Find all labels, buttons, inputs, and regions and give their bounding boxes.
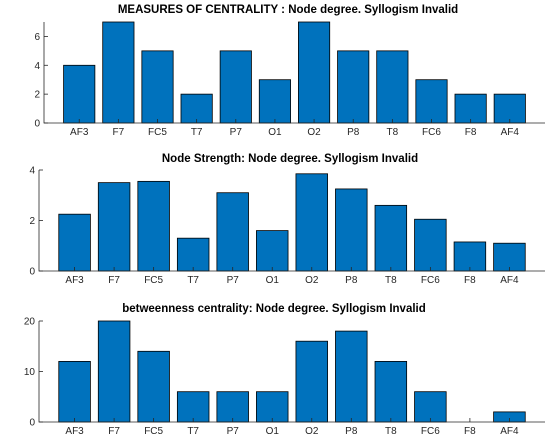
bar-t8 (374, 204, 408, 272)
x-tick-label: FC5 (144, 275, 163, 286)
y-tick-label: 6 (34, 32, 40, 43)
x-tick-label: F8 (464, 426, 476, 437)
bar-p8 (337, 50, 370, 124)
bar-fc5 (137, 180, 170, 272)
chart-panel-measures-of-centrality: MEASURES OF CENTRALITY : Node degree. Sy… (34, 4, 545, 138)
bar-af3 (58, 213, 91, 272)
bar-p7 (219, 50, 252, 124)
bar-o1 (256, 391, 289, 423)
x-tick-label: AF4 (500, 275, 519, 286)
x-tick-label: FC6 (421, 275, 440, 286)
bar-o2 (295, 173, 328, 272)
chart-panel-node-strength: Node Strength: Node degree. Syllogism In… (29, 153, 545, 286)
bar-fc6 (415, 79, 448, 124)
x-tick-label: P8 (345, 275, 358, 286)
y-tick-label: 0 (34, 119, 40, 130)
x-tick-label: P7 (230, 127, 243, 138)
x-tick-label: AF3 (65, 426, 84, 437)
x-tick-label: FC6 (422, 127, 441, 138)
bar-fc6 (414, 391, 447, 423)
x-tick-label: FC6 (421, 426, 440, 437)
x-tick-label: FC5 (148, 127, 167, 138)
bar-af4 (493, 242, 526, 272)
bar-o2 (295, 340, 328, 423)
bar-fc5 (141, 50, 174, 124)
x-tick-label: FC5 (144, 426, 163, 437)
y-tick-label: 4 (34, 61, 40, 72)
bar-af4 (493, 93, 526, 124)
bar-o1 (258, 79, 291, 124)
x-tick-label: AF3 (70, 127, 89, 138)
x-tick-label: F7 (108, 275, 120, 286)
x-tick-label: T8 (385, 275, 397, 286)
y-tick-label: 2 (34, 90, 40, 101)
bar-f7 (97, 320, 131, 423)
chart-title: MEASURES OF CENTRALITY : Node degree. Sy… (118, 4, 458, 16)
x-tick-label: P8 (345, 426, 358, 437)
bar-p7 (216, 391, 249, 423)
bar-t7 (176, 391, 210, 423)
bar-t8 (376, 50, 409, 124)
bar-p8 (335, 330, 368, 423)
x-tick-label: F7 (113, 127, 125, 138)
bar-o1 (256, 230, 289, 272)
bar-f8 (453, 241, 487, 272)
y-tick-label: 0 (29, 267, 35, 278)
y-tick-label: 2 (29, 216, 35, 227)
x-tick-label: AF3 (65, 275, 84, 286)
x-tick-label: F8 (465, 127, 477, 138)
x-tick-label: T8 (387, 127, 399, 138)
bar-f8 (454, 93, 487, 124)
bar-fc6 (414, 218, 447, 272)
x-tick-label: P7 (227, 275, 240, 286)
x-tick-label: O2 (305, 426, 319, 437)
y-tick-label: 4 (29, 166, 35, 177)
bar-o2 (298, 21, 331, 124)
x-tick-label: T7 (191, 127, 203, 138)
bar-f7 (97, 182, 131, 272)
x-tick-label: O1 (266, 275, 280, 286)
y-tick-label: 0 (29, 418, 35, 429)
x-tick-label: F8 (464, 275, 476, 286)
x-tick-label: P8 (347, 127, 360, 138)
chart-title: Node Strength: Node degree. Syllogism In… (162, 153, 418, 165)
x-tick-label: AF4 (500, 426, 519, 437)
bar-t8 (374, 360, 408, 423)
x-tick-label: T7 (187, 426, 199, 437)
bar-fc5 (137, 350, 170, 423)
x-tick-label: T8 (385, 426, 397, 437)
x-tick-label: O2 (305, 275, 319, 286)
bar-af3 (58, 360, 91, 423)
bar-t7 (180, 93, 213, 124)
chart-panel-betweenness-centrality: betweenness centrality: Node degree. Syl… (24, 303, 545, 437)
bar-p7 (216, 192, 249, 272)
x-tick-label: AF4 (501, 127, 520, 138)
bar-p8 (335, 188, 368, 272)
x-tick-label: O1 (266, 426, 280, 437)
x-tick-label: P7 (227, 426, 240, 437)
bar-t7 (176, 237, 210, 272)
y-tick-label: 20 (24, 317, 36, 328)
x-tick-label: T7 (187, 275, 199, 286)
y-tick-label: 10 (24, 367, 36, 378)
x-tick-label: F7 (108, 426, 120, 437)
chart-title: betweenness centrality: Node degree. Syl… (122, 303, 426, 315)
bar-af3 (63, 64, 96, 124)
bar-f7 (102, 21, 135, 124)
x-tick-label: O2 (307, 127, 321, 138)
x-tick-label: O1 (268, 127, 282, 138)
